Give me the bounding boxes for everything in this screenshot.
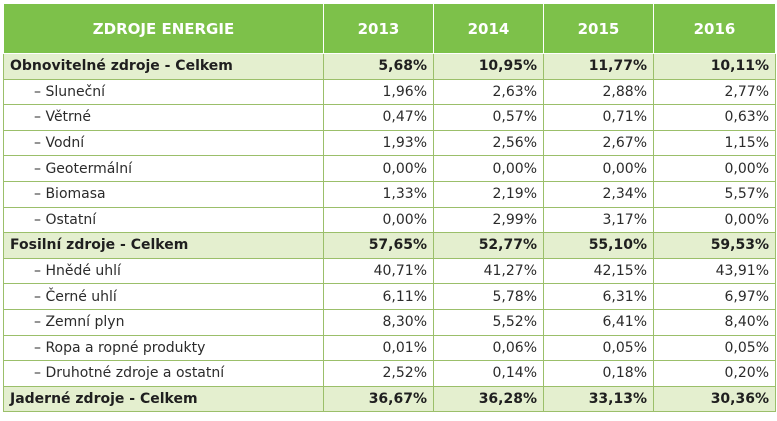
row-label: – Černé uhlí <box>3 283 324 310</box>
energy-sources-table: ZDROJE ENERGIE 2013 2014 2015 2016 Obnov… <box>3 3 776 413</box>
value-cell: 0,47% <box>323 104 434 131</box>
value-cell: 57,65% <box>323 232 434 259</box>
value-cell: 0,63% <box>653 104 776 131</box>
value-cell: 36,67% <box>323 385 434 413</box>
table-row: – Geotermální 0,00% 0,00% 0,00% 0,00% <box>3 155 776 182</box>
row-label: – Hnědé uhlí <box>3 257 324 285</box>
value-cell: 2,19% <box>433 180 544 208</box>
value-cell: 6,31% <box>543 283 654 310</box>
table-body: Obnovitelné zdroje - Celkem 5,68% 10,95% 11… <box>3 53 776 413</box>
table-row-total: Fosilní zdroje - Celkem 57,65% 52,77% 55,10… <box>3 232 776 259</box>
row-label: – Biomasa <box>3 180 324 208</box>
table-row: – Druhotné zdroje a ostatní 2,52% 0,14% 0,1… <box>3 360 776 387</box>
table-header: ZDROJE ENERGIE 2013 2014 2015 2016 <box>3 3 776 54</box>
value-cell: 0,18% <box>543 360 654 387</box>
value-cell: 0,00% <box>653 206 776 234</box>
value-cell: 5,57% <box>653 180 776 208</box>
row-label: – Geotermální <box>3 155 324 182</box>
value-cell: 0,01% <box>323 334 434 362</box>
value-cell: 6,97% <box>653 283 776 310</box>
value-cell: 41,27% <box>433 257 544 285</box>
value-cell: 33,13% <box>543 385 654 413</box>
row-label: – Ropa a ropné produkty <box>3 334 324 362</box>
table-row: – Hnědé uhlí 40,71% 41,27% 42,15% 43,91% <box>3 257 776 285</box>
value-cell: 1,93% <box>323 129 434 157</box>
value-cell: 8,30% <box>323 308 434 336</box>
value-cell: 59,53% <box>653 232 776 259</box>
value-cell: 0,00% <box>653 155 776 182</box>
row-label: – Ostatní <box>3 206 324 234</box>
table-row: – Biomasa 1,33% 2,19% 2,34% 5,57% <box>3 180 776 208</box>
value-cell: 40,71% <box>323 257 434 285</box>
value-cell: 0,00% <box>323 155 434 182</box>
value-cell: 2,56% <box>433 129 544 157</box>
value-cell: 0,20% <box>653 360 776 387</box>
header-year-2013: 2013 <box>323 3 434 54</box>
value-cell: 10,11% <box>653 53 776 80</box>
row-label: Obnovitelné zdroje - Celkem <box>3 53 324 80</box>
value-cell: 6,11% <box>323 283 434 310</box>
value-cell: 2,99% <box>433 206 544 234</box>
table-row: – Ostatní 0,00% 2,99% 3,17% 0,00% <box>3 206 776 234</box>
value-cell: 2,77% <box>653 78 776 106</box>
value-cell: 30,36% <box>653 385 776 413</box>
value-cell: 52,77% <box>433 232 544 259</box>
row-label: – Zemní plyn <box>3 308 324 336</box>
table-row: – Sluneční 1,96% 2,63% 2,88% 2,77% <box>3 78 776 106</box>
table-row: – Černé uhlí 6,11% 5,78% 6,31% 6,97% <box>3 283 776 310</box>
row-label: – Vodní <box>3 129 324 157</box>
value-cell: 2,34% <box>543 180 654 208</box>
value-cell: 2,52% <box>323 360 434 387</box>
value-cell: 42,15% <box>543 257 654 285</box>
value-cell: 0,05% <box>653 334 776 362</box>
value-cell: 3,17% <box>543 206 654 234</box>
value-cell: 0,00% <box>433 155 544 182</box>
value-cell: 8,40% <box>653 308 776 336</box>
table-row: – Větrné 0,47% 0,57% 0,71% 0,63% <box>3 104 776 131</box>
value-cell: 0,00% <box>543 155 654 182</box>
row-label: – Druhotné zdroje a ostatní <box>3 360 324 387</box>
header-sources: ZDROJE ENERGIE <box>3 3 324 54</box>
row-label: Jaderné zdroje - Celkem <box>3 385 324 413</box>
row-label: – Větrné <box>3 104 324 131</box>
value-cell: 1,96% <box>323 78 434 106</box>
value-cell: 0,06% <box>433 334 544 362</box>
table-row: – Ropa a ropné produkty 0,01% 0,06% 0,05% 0,… <box>3 334 776 362</box>
table-row-total: Obnovitelné zdroje - Celkem 5,68% 10,95% 11… <box>3 53 776 80</box>
value-cell: 0,14% <box>433 360 544 387</box>
value-cell: 5,78% <box>433 283 544 310</box>
header-year-2014: 2014 <box>433 3 544 54</box>
value-cell: 2,67% <box>543 129 654 157</box>
value-cell: 2,88% <box>543 78 654 106</box>
value-cell: 1,15% <box>653 129 776 157</box>
header-year-2016: 2016 <box>653 3 776 54</box>
header-row: ZDROJE ENERGIE 2013 2014 2015 2016 <box>3 3 776 54</box>
value-cell: 1,33% <box>323 180 434 208</box>
table-row: – Vodní 1,93% 2,56% 2,67% 1,15% <box>3 129 776 157</box>
row-label: – Sluneční <box>3 78 324 106</box>
energy-table-container: ZDROJE ENERGIE 2013 2014 2015 2016 Obnov… <box>3 3 776 419</box>
value-cell: 0,00% <box>323 206 434 234</box>
header-year-2015: 2015 <box>543 3 654 54</box>
value-cell: 0,57% <box>433 104 544 131</box>
table-row: – Zemní plyn 8,30% 5,52% 6,41% 8,40% <box>3 308 776 336</box>
value-cell: 11,77% <box>543 53 654 80</box>
value-cell: 43,91% <box>653 257 776 285</box>
value-cell: 10,95% <box>433 53 544 80</box>
value-cell: 2,63% <box>433 78 544 106</box>
value-cell: 36,28% <box>433 385 544 413</box>
value-cell: 55,10% <box>543 232 654 259</box>
table-row-total: Jaderné zdroje - Celkem 36,67% 36,28% 33,13… <box>3 385 776 413</box>
row-label: Fosilní zdroje - Celkem <box>3 232 324 259</box>
value-cell: 0,71% <box>543 104 654 131</box>
value-cell: 5,68% <box>323 53 434 80</box>
value-cell: 0,05% <box>543 334 654 362</box>
value-cell: 5,52% <box>433 308 544 336</box>
value-cell: 6,41% <box>543 308 654 336</box>
